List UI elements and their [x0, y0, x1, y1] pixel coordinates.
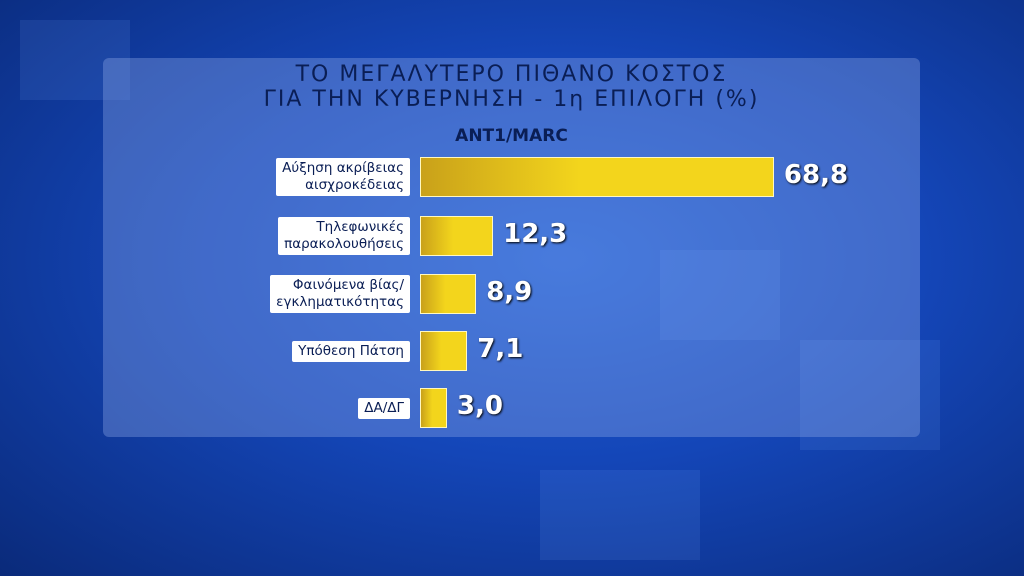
- category-label: Υπόθεση Πάτση: [292, 340, 410, 362]
- category-label: Αύξηση ακρίβειας αισχροκέδειας: [276, 158, 410, 196]
- bg-tile: [20, 20, 130, 100]
- value-label: 7,1: [477, 334, 524, 364]
- category-label: Φαινόμενα βίας/ εγκληματικότητας: [270, 275, 410, 313]
- chart-title: ΤΟ ΜΕΓΑΛΥΤΕΡΟ ΠΙΘΑΝΟ ΚΟΣΤΟΣ ΓΙΑ ΤΗΝ ΚΥΒΕ…: [263, 62, 760, 112]
- value-label: 3,0: [456, 391, 503, 421]
- value-label: 8,9: [486, 277, 533, 307]
- bar: [420, 331, 468, 371]
- category-label: ΔΑ/ΔΓ: [358, 397, 410, 419]
- chart-panel: [103, 58, 920, 437]
- category-label: Τηλεφωνικές παρακολουθήσεις: [278, 217, 410, 255]
- bg-tile: [800, 340, 940, 450]
- bar: [420, 274, 477, 314]
- bg-tile: [660, 250, 780, 340]
- bg-tile: [540, 470, 700, 560]
- chart-subtitle: ANT1/MARC: [455, 126, 568, 146]
- value-label: 12,3: [503, 219, 568, 249]
- bar: [420, 216, 494, 256]
- bar: [420, 388, 447, 428]
- value-label: 68,8: [783, 160, 849, 190]
- bar: [420, 157, 774, 197]
